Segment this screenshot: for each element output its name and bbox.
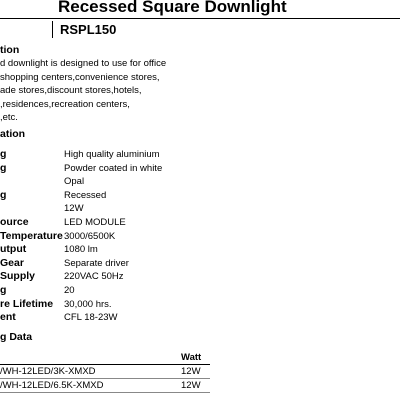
spec-row: g 20	[0, 284, 400, 298]
spec-row: utput 1080 lm	[0, 243, 400, 257]
spec-row: g Powder coated in white	[0, 162, 400, 176]
order-watt: 12W	[181, 366, 201, 377]
order-code: /WH-12LED/6.5K-XMXD	[0, 380, 104, 391]
description-line: ,residences,recreation centers,	[0, 98, 130, 110]
spec-row: Opal	[0, 175, 400, 189]
description-line: d downlight is designed to use for offic…	[0, 58, 167, 69]
table-row: /WH-12LED/6.5K-XMXD 12W	[0, 379, 210, 392]
spec-row: g High quality aluminium	[0, 148, 400, 162]
spec-value: LED MODULE	[64, 217, 126, 228]
spec-label: g	[0, 161, 7, 174]
spec-value: Recessed	[64, 189, 107, 201]
spec-value: Opal	[64, 176, 85, 188]
spec-label: g	[0, 284, 7, 296]
spec-row: ource LED MODULE	[0, 216, 400, 230]
spec-label: Gear	[0, 256, 24, 269]
ordering-row-rule	[0, 378, 210, 379]
spec-row: re Lifetime 30,000 hrs.	[0, 298, 400, 312]
ordering-header-rule	[0, 364, 210, 365]
spec-row: g Recessed	[0, 189, 400, 203]
spec-label: Temperature	[0, 229, 63, 242]
watt-column-header: Watt	[181, 352, 202, 363]
spec-value: 1080 lm	[64, 244, 98, 256]
order-watt: 12W	[181, 380, 201, 391]
spec-label: ent	[0, 311, 16, 324]
specification-heading: ation	[0, 128, 26, 140]
spec-label: re Lifetime	[0, 297, 54, 310]
spec-value: 12W	[64, 203, 84, 215]
spec-value: CFL 18-23W	[64, 312, 118, 324]
spec-value: 220VAC 50Hz	[64, 271, 124, 283]
description-line: ade stores,discount stores,hotels,	[0, 85, 142, 97]
spec-value: High quality aluminium	[64, 149, 160, 160]
order-code: /WH-12LED/3K-XMXD	[0, 366, 96, 377]
product-code: RSPL150	[60, 22, 117, 37]
description-heading: tion	[0, 44, 20, 56]
spec-row: Temperature 3000/6500K	[0, 230, 400, 244]
spec-row: Gear Separate driver	[0, 257, 400, 271]
spec-row: 12W	[0, 202, 400, 216]
page-title: Recessed Square Downlight	[58, 0, 287, 16]
description-line: shopping centers,convenience stores,	[0, 71, 160, 83]
spec-label: g	[0, 188, 7, 201]
spec-label: utput	[0, 243, 27, 256]
table-row: /WH-12LED/3K-XMXD 12W	[0, 365, 210, 378]
spec-label: Supply	[0, 270, 36, 283]
spec-label: ource	[0, 216, 29, 228]
spec-value: 3000/6500K	[64, 230, 116, 242]
spec-value: 30,000 hrs.	[64, 298, 112, 310]
code-box	[0, 21, 53, 38]
spec-row: ent CFL 18-23W	[0, 311, 400, 325]
spec-value: Powder coated in white	[64, 162, 163, 174]
spec-value: 20	[64, 285, 75, 296]
ordering-heading: g Data	[0, 331, 33, 343]
description-text: d downlight is designed to use for offic…	[0, 57, 166, 125]
title-divider	[0, 18, 400, 19]
description-line: ,etc.	[0, 112, 18, 124]
spec-value: Separate driver	[64, 257, 129, 269]
ordering-row-rule	[0, 392, 210, 393]
spec-label: g	[0, 148, 7, 160]
spec-row: Supply 220VAC 50Hz	[0, 270, 400, 284]
